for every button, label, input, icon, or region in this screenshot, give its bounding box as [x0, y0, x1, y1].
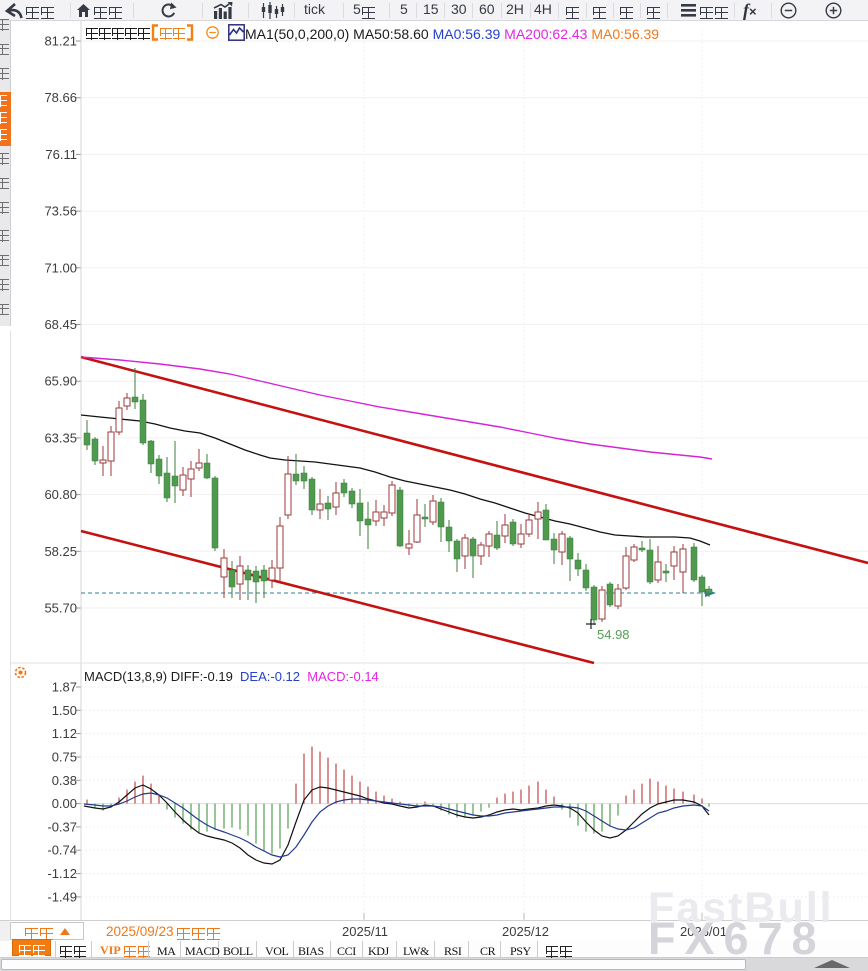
- svg-text:81.21: 81.21: [44, 34, 77, 49]
- svg-text:1.87: 1.87: [52, 680, 77, 695]
- svg-text:-0.74: -0.74: [47, 843, 77, 858]
- svg-text:0.75: 0.75: [52, 750, 77, 765]
- svg-text:-1.49: -1.49: [47, 889, 77, 904]
- svg-text:73.56: 73.56: [44, 204, 77, 219]
- svg-text:65.90: 65.90: [44, 374, 77, 389]
- svg-text:55.70: 55.70: [44, 601, 77, 616]
- svg-text:71.00: 71.00: [44, 260, 77, 275]
- svg-text:1.12: 1.12: [52, 726, 77, 741]
- svg-text:68.45: 68.45: [44, 317, 77, 332]
- svg-text:63.35: 63.35: [44, 430, 77, 445]
- svg-text:-1.12: -1.12: [47, 866, 77, 881]
- svg-text:-0.37: -0.37: [47, 819, 77, 834]
- svg-text:0.38: 0.38: [52, 773, 77, 788]
- svg-text:76.11: 76.11: [45, 147, 77, 162]
- svg-text:58.25: 58.25: [44, 544, 77, 559]
- svg-text:1.50: 1.50: [52, 703, 77, 718]
- svg-text:0.00: 0.00: [52, 796, 77, 811]
- svg-text:78.66: 78.66: [44, 90, 77, 105]
- svg-text:54.98: 54.98: [597, 627, 630, 642]
- svg-text:60.80: 60.80: [44, 487, 77, 502]
